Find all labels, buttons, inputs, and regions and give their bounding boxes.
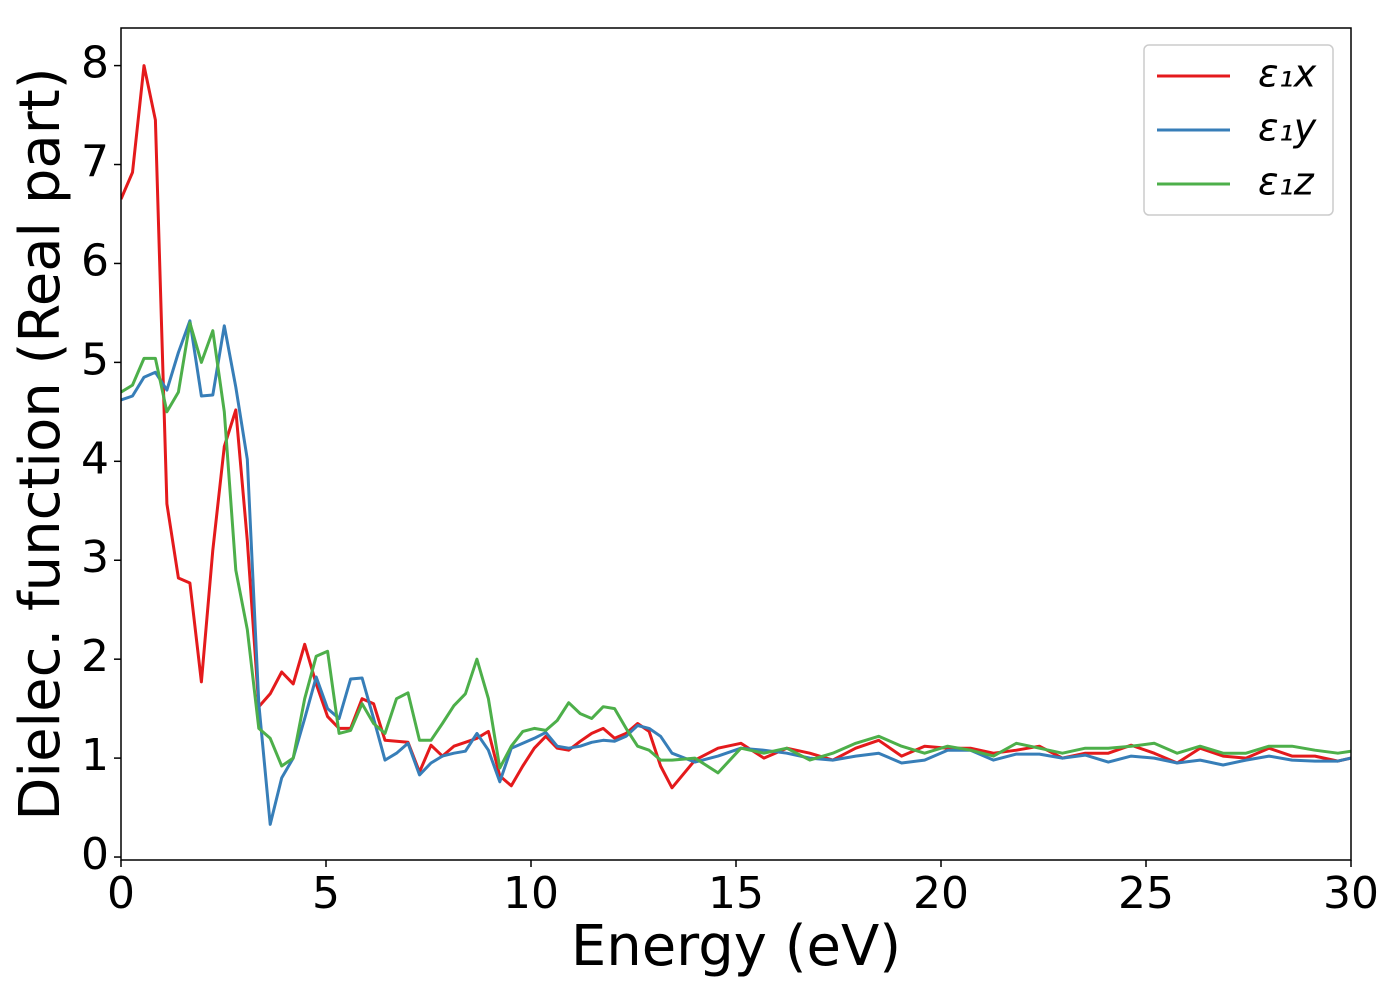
x-tick-label: 15	[708, 868, 764, 919]
y-axis-label: Dielec. function (Real part)	[8, 67, 73, 820]
y-tick-label: 3	[81, 532, 109, 583]
x-axis-label: Energy (eV)	[571, 914, 901, 979]
y-tick-label: 6	[81, 235, 109, 286]
y-tick-label: 2	[81, 631, 109, 682]
legend-box	[1143, 44, 1334, 216]
y-tick-label: 5	[81, 334, 109, 385]
x-tick-label: 20	[913, 868, 969, 919]
legend-label: ε₁x	[1258, 52, 1317, 96]
series-line	[121, 321, 1351, 775]
y-tick-label: 0	[81, 829, 109, 880]
y-tick-label: 1	[81, 730, 109, 781]
x-tick-label: 30	[1323, 868, 1379, 919]
x-tick-label: 25	[1118, 868, 1174, 919]
x-tick-label: 0	[107, 868, 135, 919]
plot-frame	[120, 27, 1352, 861]
y-tick-label: 7	[81, 137, 109, 188]
x-tick-label: 5	[312, 868, 340, 919]
y-tick-label: 4	[81, 433, 109, 484]
x-tick-label: 10	[503, 868, 559, 919]
y-tick-label: 8	[81, 38, 109, 89]
legend-label: ε₁z	[1258, 160, 1315, 204]
legend-label: ε₁y	[1258, 106, 1317, 150]
series-line	[121, 319, 1351, 826]
